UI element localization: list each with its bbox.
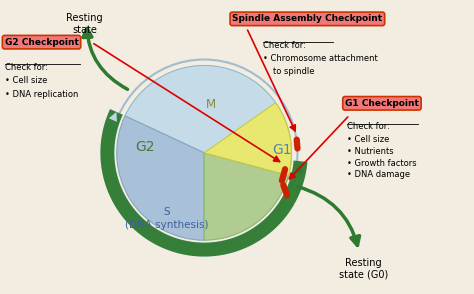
Text: to spindle: to spindle — [273, 67, 315, 76]
Text: G1 Checkpoint: G1 Checkpoint — [345, 99, 419, 108]
Text: Check for:: Check for: — [5, 63, 47, 71]
Text: • Cell size: • Cell size — [5, 76, 47, 85]
Text: G1: G1 — [272, 143, 292, 157]
Wedge shape — [204, 153, 289, 240]
Text: • DNA replication: • DNA replication — [5, 90, 78, 99]
Text: Resting
state: Resting state — [66, 13, 103, 35]
Text: • Growth factors: • Growth factors — [347, 159, 417, 168]
Text: • Cell size: • Cell size — [347, 135, 390, 144]
Text: Resting
state (G0): Resting state (G0) — [339, 258, 388, 279]
Text: M: M — [206, 98, 216, 111]
Wedge shape — [125, 66, 292, 183]
Text: • DNA damage: • DNA damage — [347, 170, 410, 179]
Text: Check for:: Check for: — [263, 41, 306, 50]
Text: Spindle Assembly Checkpoint: Spindle Assembly Checkpoint — [232, 14, 383, 23]
Text: S
(DNA synthesis): S (DNA synthesis) — [125, 207, 208, 230]
Text: • Nutrients: • Nutrients — [347, 147, 394, 156]
Text: G2 Checkpoint: G2 Checkpoint — [5, 38, 79, 47]
Wedge shape — [117, 116, 204, 240]
Text: • Chromosome attachment: • Chromosome attachment — [263, 54, 378, 63]
Text: G2: G2 — [136, 140, 155, 154]
Wedge shape — [204, 103, 292, 176]
Text: Check for:: Check for: — [347, 122, 390, 131]
